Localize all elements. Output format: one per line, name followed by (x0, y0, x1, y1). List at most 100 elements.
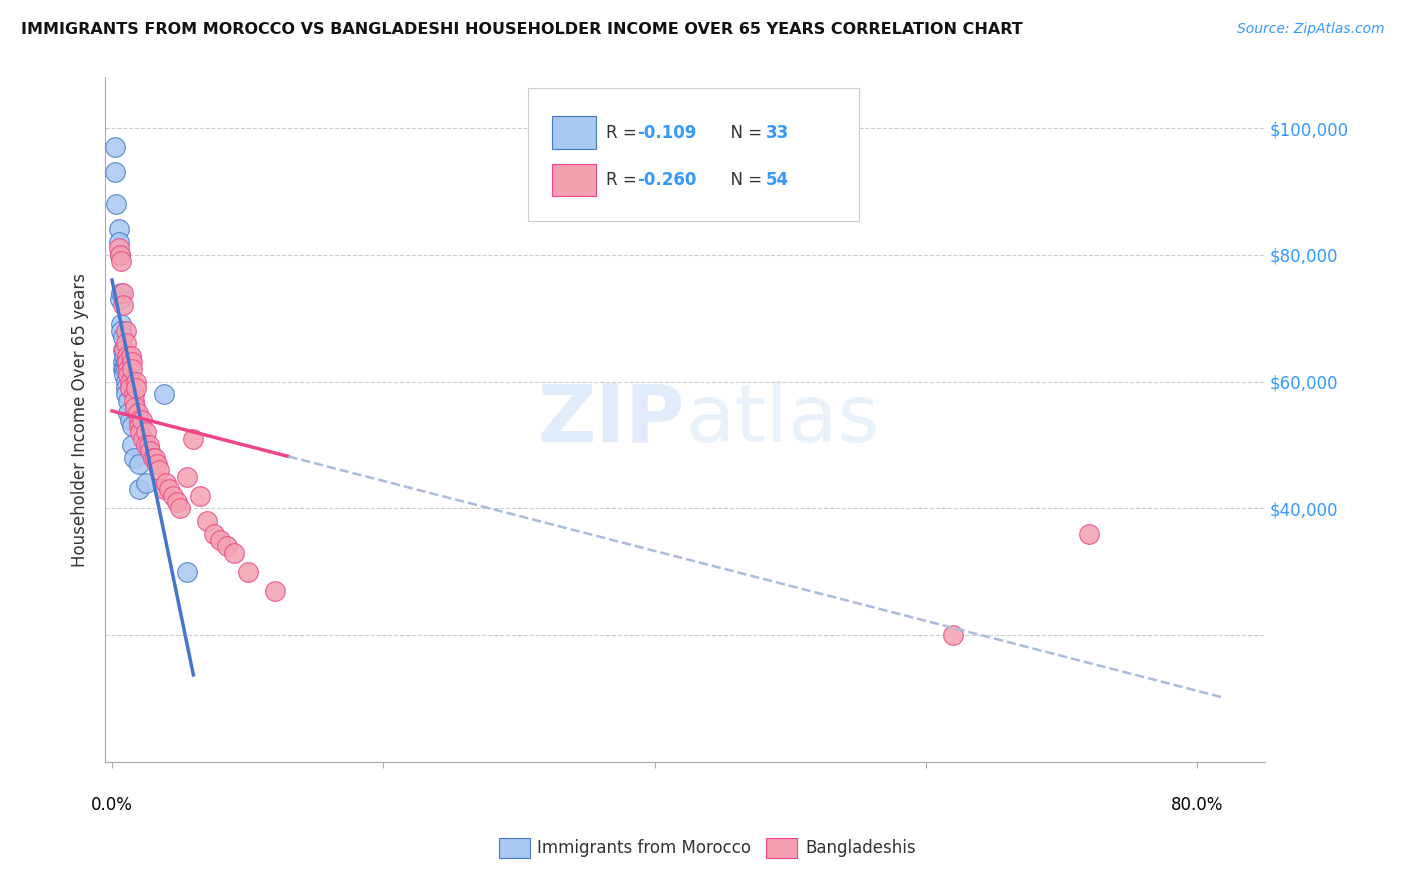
Point (110, 324, 132, 338)
Point (166, 495, 188, 509)
Point (183, 432, 205, 446)
Point (127, 406, 149, 420)
Point (110, 318, 132, 332)
Point (117, 361, 139, 376)
Point (112, 349, 135, 363)
Point (110, 285, 132, 300)
Point (121, 355, 143, 369)
Point (139, 444, 162, 458)
Point (118, 412, 141, 426)
Point (152, 387, 174, 401)
Point (115, 355, 138, 369)
Text: ZIP: ZIP (537, 381, 685, 458)
Text: -0.260: -0.260 (637, 171, 697, 189)
Text: 0.0%: 0.0% (91, 797, 134, 814)
Point (188, 489, 211, 503)
Point (118, 381, 141, 395)
Point (114, 355, 136, 369)
Text: 80.0%: 80.0% (1171, 797, 1223, 814)
Point (117, 393, 139, 408)
Point (112, 343, 135, 357)
Point (138, 438, 160, 452)
Point (942, 628, 965, 642)
Point (121, 418, 143, 433)
Point (114, 387, 136, 401)
Point (157, 482, 180, 496)
Point (114, 375, 136, 389)
Point (105, 197, 128, 211)
Point (155, 475, 177, 490)
Point (125, 375, 148, 389)
Text: 33: 33 (766, 124, 789, 142)
Point (169, 501, 191, 516)
Point (108, 248, 131, 262)
Point (111, 361, 134, 376)
Point (128, 482, 150, 496)
Y-axis label: Householder Income Over 65 years: Householder Income Over 65 years (72, 273, 89, 566)
Point (111, 298, 134, 312)
Point (108, 292, 131, 306)
Point (145, 450, 167, 465)
Point (118, 375, 141, 389)
Text: -0.109: -0.109 (637, 124, 697, 142)
Point (112, 368, 135, 383)
Point (107, 242, 129, 256)
Text: IMMIGRANTS FROM MOROCCO VS BANGLADESHI HOUSEHOLDER INCOME OVER 65 YEARS CORRELAT: IMMIGRANTS FROM MOROCCO VS BANGLADESHI H… (21, 22, 1022, 37)
Point (120, 349, 142, 363)
Text: N =: N = (720, 124, 768, 142)
Point (132, 432, 155, 446)
Text: R =: R = (606, 124, 643, 142)
Point (209, 533, 232, 547)
Point (142, 450, 165, 465)
Point (162, 489, 184, 503)
Point (117, 406, 139, 420)
Point (135, 438, 157, 452)
Point (114, 324, 136, 338)
Point (104, 165, 127, 179)
Point (217, 539, 239, 553)
Text: Bangladeshis: Bangladeshis (806, 839, 917, 857)
Point (122, 387, 145, 401)
Point (107, 222, 129, 236)
Point (111, 355, 134, 369)
Text: N =: N = (720, 171, 768, 189)
Point (129, 425, 152, 440)
Point (122, 450, 145, 465)
Point (114, 361, 136, 376)
Text: Source: ZipAtlas.com: Source: ZipAtlas.com (1237, 22, 1385, 37)
Text: R =: R = (606, 171, 643, 189)
Point (195, 514, 218, 528)
Point (117, 368, 139, 383)
Point (108, 248, 131, 262)
Text: 54: 54 (766, 171, 789, 189)
Point (111, 285, 134, 300)
Point (107, 235, 129, 249)
Point (135, 475, 157, 490)
Point (202, 526, 225, 541)
Point (114, 336, 136, 351)
Point (122, 393, 145, 408)
Point (148, 463, 170, 477)
FancyBboxPatch shape (529, 87, 859, 221)
Point (111, 330, 134, 344)
Point (128, 412, 150, 426)
FancyBboxPatch shape (551, 163, 596, 196)
Point (128, 418, 150, 433)
Point (152, 482, 174, 496)
Point (135, 425, 157, 440)
Point (125, 381, 148, 395)
Point (263, 583, 285, 598)
Point (112, 361, 135, 376)
Point (236, 565, 259, 579)
Point (128, 457, 150, 471)
Point (176, 469, 198, 483)
Point (104, 140, 127, 154)
Text: atlas: atlas (685, 381, 879, 458)
Point (145, 457, 167, 471)
Point (131, 412, 153, 426)
Point (114, 381, 136, 395)
Point (1077, 526, 1099, 541)
Point (121, 361, 143, 376)
Point (121, 438, 143, 452)
Point (124, 400, 146, 414)
